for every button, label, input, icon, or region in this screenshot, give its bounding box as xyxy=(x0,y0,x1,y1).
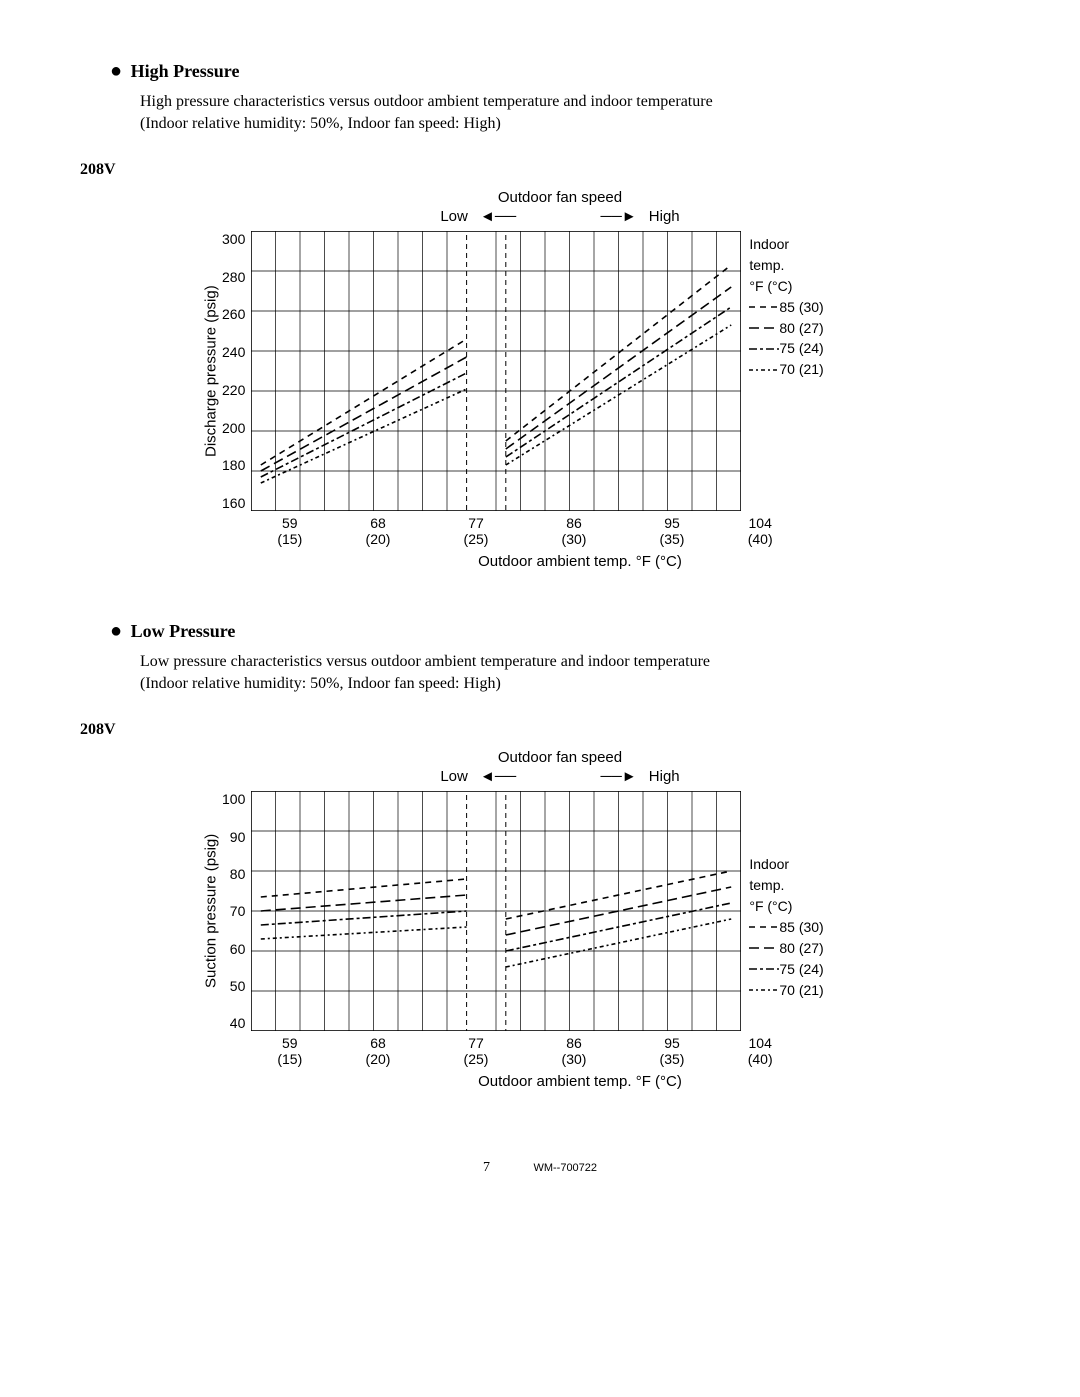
x-axis-label-1: Outdoor ambient temp. °F (°C) xyxy=(240,553,920,570)
x-axis-label-2: Outdoor ambient temp. °F (°C) xyxy=(240,1073,920,1090)
doc-code: WM--700722 xyxy=(533,1162,597,1174)
bullet-icon: ● xyxy=(110,620,122,642)
legend-item: 70 (21) xyxy=(749,360,823,379)
arrow-left-icon: ◄── xyxy=(480,768,516,785)
x-tick: 104(40) xyxy=(735,515,785,547)
y-tick: 240 xyxy=(222,344,245,360)
legend-header: temp. xyxy=(749,876,823,895)
chart-high-pressure: Outdoor fan speed Low ◄── ──► High Disch… xyxy=(200,189,920,570)
page-footer: 7 WM--700722 xyxy=(80,1160,1000,1176)
legend-item: 70 (21) xyxy=(749,981,823,1000)
y-tick: 260 xyxy=(222,306,245,322)
x-tick: 68(20) xyxy=(353,515,403,547)
y-tick: 200 xyxy=(222,420,245,436)
fan-speed-arrows-2: Low ◄── ──► High xyxy=(200,768,920,785)
y-tick: 220 xyxy=(222,382,245,398)
legend-label: 75 (24) xyxy=(779,339,823,358)
y-tick: 60 xyxy=(230,941,246,957)
legend-header: °F (°C) xyxy=(749,897,823,916)
fan-high-2: High xyxy=(649,768,680,785)
y-ticks-1: 300 280 260 240 220 200 180 160 xyxy=(222,231,251,511)
y-axis-label-2: Suction pressure (psig) xyxy=(200,791,222,1031)
x-tick: 59(15) xyxy=(265,515,315,547)
fan-high: High xyxy=(649,208,680,225)
legend-1: Indoor temp. °F (°C) 85 (30) 80 (27) 75 (2… xyxy=(741,231,823,511)
x-tick: 86(30) xyxy=(549,515,599,547)
y-tick: 40 xyxy=(230,1015,246,1031)
y-tick: 90 xyxy=(230,829,246,845)
legend-item: 85 (30) xyxy=(749,918,823,937)
x-tick: 68(20) xyxy=(353,1035,403,1067)
arrow-right-icon: ──► xyxy=(601,768,637,785)
x-tick: 104(40) xyxy=(735,1035,785,1067)
legend-label: 75 (24) xyxy=(779,960,823,979)
desc-line2b: (Indoor relative humidity: 50%, Indoor f… xyxy=(140,675,1000,693)
y-tick: 50 xyxy=(230,978,246,994)
legend-label: 70 (21) xyxy=(779,981,823,1000)
fan-low-2: Low xyxy=(440,768,468,785)
x-tick: 77(25) xyxy=(451,1035,501,1067)
legend-item: 80 (27) xyxy=(749,939,823,958)
legend-2: Indoor temp. °F (°C) 85 (30) 80 (27) 75 (2… xyxy=(741,791,823,1031)
x-tick: 95(35) xyxy=(647,1035,697,1067)
fan-speed-arrows: Low ◄── ──► High xyxy=(200,208,920,225)
legend-header: temp. xyxy=(749,256,823,275)
y-tick: 70 xyxy=(230,903,246,919)
fan-speed-title-2: Outdoor fan speed xyxy=(200,749,920,766)
y-tick: 300 xyxy=(222,231,245,247)
y-tick: 180 xyxy=(222,457,245,473)
x-tick: 77(25) xyxy=(451,515,501,547)
title-text: Low Pressure xyxy=(131,621,236,641)
legend-label: 85 (30) xyxy=(779,298,823,317)
legend-label: 80 (27) xyxy=(779,939,823,958)
chart-svg-2 xyxy=(251,791,741,1031)
desc-line1: High pressure characteristics versus out… xyxy=(140,93,1000,111)
chart-low-pressure: Outdoor fan speed Low ◄── ──► High Sucti… xyxy=(200,749,920,1090)
arrow-left-icon: ◄── xyxy=(480,208,516,225)
bullet-icon: ● xyxy=(110,60,122,82)
y-axis-label-1: Discharge pressure (psig) xyxy=(200,231,222,511)
page-number: 7 xyxy=(483,1160,490,1175)
fan-low: Low xyxy=(440,208,468,225)
section-title-low: ● Low Pressure xyxy=(110,620,1000,643)
voltage-label-1: 208V xyxy=(80,161,1000,179)
legend-item: 85 (30) xyxy=(749,298,823,317)
x-ticks-2: 59(15)68(20)77(25)86(30)95(35)104(40) xyxy=(280,1035,920,1067)
legend-header: °F (°C) xyxy=(749,277,823,296)
fan-speed-title: Outdoor fan speed xyxy=(200,189,920,206)
y-ticks-2: 100 90 80 70 60 50 40 xyxy=(222,791,251,1031)
section-title-high: ● High Pressure xyxy=(110,60,1000,83)
desc-line1b: Low pressure characteristics versus outd… xyxy=(140,653,1000,671)
title-text: High Pressure xyxy=(131,61,240,81)
y-tick: 280 xyxy=(222,269,245,285)
arrow-right-icon: ──► xyxy=(601,208,637,225)
x-tick: 59(15) xyxy=(265,1035,315,1067)
x-tick: 86(30) xyxy=(549,1035,599,1067)
legend-item: 75 (24) xyxy=(749,339,823,358)
legend-header: Indoor xyxy=(749,235,823,254)
legend-label: 80 (27) xyxy=(779,319,823,338)
x-ticks-1: 59(15)68(20)77(25)86(30)95(35)104(40) xyxy=(280,515,920,547)
y-tick: 160 xyxy=(222,495,245,511)
y-tick: 100 xyxy=(222,791,245,807)
legend-item: 80 (27) xyxy=(749,319,823,338)
y-tick: 80 xyxy=(230,866,246,882)
legend-item: 75 (24) xyxy=(749,960,823,979)
legend-label: 70 (21) xyxy=(779,360,823,379)
chart-svg-1 xyxy=(251,231,741,511)
desc-line2: (Indoor relative humidity: 50%, Indoor f… xyxy=(140,115,1000,133)
voltage-label-2: 208V xyxy=(80,721,1000,739)
legend-label: 85 (30) xyxy=(779,918,823,937)
legend-header: Indoor xyxy=(749,855,823,874)
x-tick: 95(35) xyxy=(647,515,697,547)
